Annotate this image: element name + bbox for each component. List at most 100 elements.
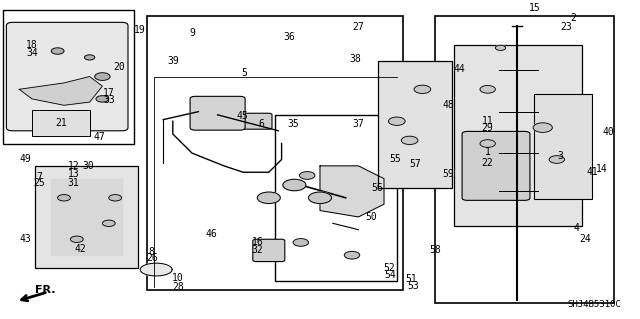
Circle shape — [109, 195, 122, 201]
Text: 56: 56 — [372, 183, 383, 193]
FancyBboxPatch shape — [6, 22, 128, 131]
Text: 20: 20 — [113, 62, 125, 72]
Text: 9: 9 — [189, 28, 195, 39]
FancyBboxPatch shape — [253, 239, 285, 262]
Circle shape — [293, 239, 308, 246]
Polygon shape — [320, 166, 384, 217]
Text: 28: 28 — [172, 282, 184, 292]
Text: 29: 29 — [482, 122, 493, 133]
Text: 25: 25 — [34, 178, 45, 189]
Circle shape — [480, 85, 495, 93]
Text: 40: 40 — [602, 127, 614, 137]
Circle shape — [533, 123, 552, 132]
Text: 50: 50 — [365, 212, 377, 222]
Bar — [435, 16, 614, 303]
Text: 54: 54 — [385, 270, 396, 280]
Polygon shape — [140, 263, 172, 276]
Text: 19: 19 — [134, 25, 145, 35]
Text: 51: 51 — [405, 274, 417, 284]
Text: 53: 53 — [407, 280, 419, 291]
Polygon shape — [19, 77, 102, 105]
Text: 27: 27 — [353, 22, 364, 32]
Text: 55: 55 — [390, 154, 401, 165]
Text: 11: 11 — [482, 116, 493, 126]
Circle shape — [257, 192, 280, 204]
Text: 1: 1 — [484, 146, 491, 157]
Text: 16: 16 — [252, 237, 263, 248]
Polygon shape — [51, 179, 122, 255]
Text: 7: 7 — [36, 172, 43, 182]
Text: 59: 59 — [442, 169, 454, 179]
Circle shape — [95, 73, 110, 80]
Text: 37: 37 — [353, 119, 364, 130]
Circle shape — [51, 48, 64, 54]
Text: 23: 23 — [561, 22, 572, 32]
FancyBboxPatch shape — [32, 110, 90, 136]
Circle shape — [96, 96, 109, 102]
Circle shape — [495, 45, 506, 50]
Text: 13: 13 — [68, 169, 79, 179]
Text: 12: 12 — [68, 161, 79, 171]
Text: 33: 33 — [103, 95, 115, 106]
Text: 15: 15 — [529, 3, 540, 13]
Text: 18: 18 — [26, 40, 38, 50]
Text: 42: 42 — [74, 244, 86, 254]
FancyBboxPatch shape — [190, 96, 245, 130]
Circle shape — [70, 236, 83, 242]
Circle shape — [344, 251, 360, 259]
Bar — [3, 10, 134, 144]
Text: 45: 45 — [236, 111, 248, 122]
Text: 17: 17 — [103, 87, 115, 98]
FancyBboxPatch shape — [35, 166, 138, 268]
Text: 36: 36 — [284, 32, 295, 42]
Text: 30: 30 — [83, 161, 94, 171]
Circle shape — [414, 85, 431, 93]
Text: 24: 24 — [580, 234, 591, 244]
Text: 35: 35 — [287, 119, 299, 130]
Text: 38: 38 — [349, 54, 361, 64]
Text: 8: 8 — [148, 247, 154, 257]
Bar — [275, 115, 397, 281]
Text: 41: 41 — [586, 167, 598, 177]
FancyBboxPatch shape — [378, 61, 452, 188]
Circle shape — [308, 192, 332, 204]
Circle shape — [388, 117, 405, 125]
Circle shape — [480, 140, 495, 147]
FancyBboxPatch shape — [462, 131, 530, 200]
Circle shape — [283, 179, 306, 191]
Text: 58: 58 — [429, 245, 441, 256]
Text: 31: 31 — [68, 178, 79, 189]
Circle shape — [84, 55, 95, 60]
Text: 34: 34 — [26, 48, 38, 58]
Text: 43: 43 — [20, 234, 31, 244]
Text: 48: 48 — [442, 100, 454, 110]
FancyBboxPatch shape — [534, 94, 592, 199]
Text: 4: 4 — [573, 223, 579, 233]
Text: 26: 26 — [147, 253, 158, 263]
FancyBboxPatch shape — [227, 113, 272, 129]
Text: 44: 44 — [454, 63, 465, 74]
Circle shape — [401, 136, 418, 145]
Text: 14: 14 — [596, 164, 607, 174]
Text: 21: 21 — [55, 118, 67, 128]
FancyBboxPatch shape — [454, 45, 582, 226]
Text: 49: 49 — [20, 154, 31, 165]
Text: 3: 3 — [557, 151, 563, 161]
Text: 32: 32 — [252, 245, 263, 256]
Text: 2: 2 — [570, 12, 576, 23]
Text: 47: 47 — [93, 132, 105, 142]
Text: 22: 22 — [482, 158, 493, 168]
Text: 46: 46 — [205, 229, 217, 240]
Circle shape — [549, 156, 564, 163]
Text: FR.: FR. — [35, 285, 56, 295]
Text: SHJ4B5310C: SHJ4B5310C — [567, 300, 621, 309]
Text: 10: 10 — [172, 272, 184, 283]
Text: 5: 5 — [241, 68, 248, 78]
Text: 52: 52 — [383, 263, 395, 273]
Bar — [147, 16, 403, 290]
Text: 57: 57 — [409, 159, 420, 169]
Text: 6: 6 — [258, 119, 264, 130]
Text: 39: 39 — [167, 56, 179, 66]
Circle shape — [102, 220, 115, 226]
Circle shape — [58, 195, 70, 201]
